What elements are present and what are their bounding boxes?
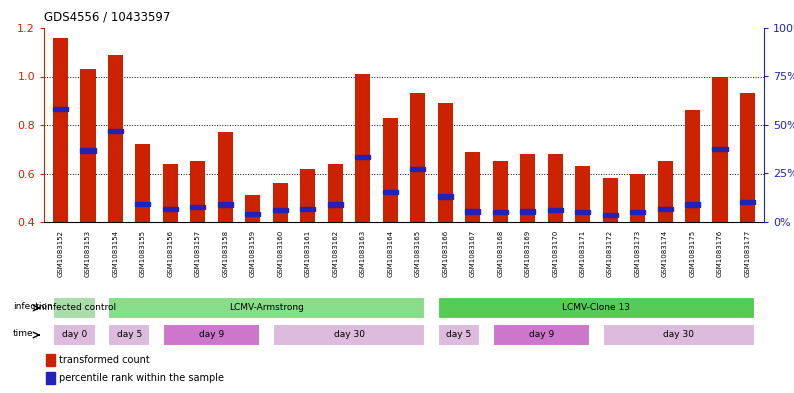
Bar bbox=[383, 190, 398, 194]
Bar bbox=[437, 297, 755, 319]
Bar bbox=[45, 354, 56, 366]
Bar bbox=[437, 195, 453, 199]
Bar bbox=[273, 208, 288, 213]
Bar bbox=[53, 38, 68, 222]
Text: day 5: day 5 bbox=[117, 330, 142, 339]
Bar bbox=[218, 132, 233, 222]
Bar bbox=[53, 107, 68, 111]
Bar bbox=[712, 77, 727, 222]
Text: LCMV-Clone 13: LCMV-Clone 13 bbox=[562, 303, 630, 312]
Text: uninfected control: uninfected control bbox=[33, 303, 116, 312]
Bar bbox=[685, 202, 700, 207]
Bar bbox=[520, 154, 535, 222]
Text: transformed count: transformed count bbox=[59, 355, 149, 365]
Bar bbox=[80, 148, 95, 152]
Bar bbox=[191, 205, 206, 209]
Text: day 5: day 5 bbox=[446, 330, 472, 339]
Bar bbox=[575, 210, 590, 215]
Bar bbox=[740, 94, 755, 222]
Bar bbox=[410, 94, 426, 222]
Text: infection: infection bbox=[13, 302, 53, 311]
Text: day 30: day 30 bbox=[333, 330, 364, 339]
Bar bbox=[437, 103, 453, 222]
Bar bbox=[163, 207, 178, 211]
Bar bbox=[108, 129, 123, 133]
Text: day 9: day 9 bbox=[529, 330, 554, 339]
Bar bbox=[465, 209, 480, 214]
Bar bbox=[355, 74, 370, 222]
Bar bbox=[492, 162, 507, 222]
Bar bbox=[685, 110, 700, 222]
Bar bbox=[163, 164, 178, 222]
Bar bbox=[53, 297, 95, 319]
Bar bbox=[603, 213, 618, 217]
Bar bbox=[492, 324, 590, 346]
Bar bbox=[163, 324, 260, 346]
Bar bbox=[135, 202, 151, 206]
Bar bbox=[630, 173, 646, 222]
Bar bbox=[300, 207, 315, 211]
Bar bbox=[191, 162, 206, 222]
Bar bbox=[410, 167, 426, 171]
Bar bbox=[712, 147, 727, 151]
Bar bbox=[548, 208, 563, 213]
Bar bbox=[218, 202, 233, 207]
Bar bbox=[657, 162, 673, 222]
Bar bbox=[300, 169, 315, 222]
Bar bbox=[273, 183, 288, 222]
Bar bbox=[328, 164, 343, 222]
Bar bbox=[53, 324, 95, 346]
Text: day 0: day 0 bbox=[62, 330, 87, 339]
Bar bbox=[465, 152, 480, 222]
Bar bbox=[80, 69, 95, 222]
Bar bbox=[437, 324, 480, 346]
Text: time: time bbox=[13, 329, 34, 338]
Bar bbox=[603, 178, 618, 222]
Bar bbox=[548, 154, 563, 222]
Bar bbox=[328, 202, 343, 207]
Bar bbox=[355, 155, 370, 159]
Bar bbox=[245, 212, 260, 217]
Text: day 30: day 30 bbox=[663, 330, 694, 339]
Bar bbox=[108, 324, 151, 346]
Text: GDS4556 / 10433597: GDS4556 / 10433597 bbox=[44, 11, 171, 24]
Bar bbox=[108, 55, 123, 222]
Bar bbox=[657, 207, 673, 211]
Text: LCMV-Armstrong: LCMV-Armstrong bbox=[229, 303, 304, 312]
Bar bbox=[520, 209, 535, 214]
Bar bbox=[108, 297, 426, 319]
Bar bbox=[575, 166, 590, 222]
Bar bbox=[740, 200, 755, 204]
Bar bbox=[273, 324, 426, 346]
Bar bbox=[630, 210, 646, 215]
Bar bbox=[603, 324, 755, 346]
Text: percentile rank within the sample: percentile rank within the sample bbox=[59, 373, 224, 383]
Bar bbox=[492, 210, 507, 215]
Bar bbox=[383, 118, 398, 222]
Text: day 9: day 9 bbox=[199, 330, 224, 339]
Bar bbox=[45, 372, 56, 384]
Bar bbox=[135, 144, 151, 222]
Bar bbox=[245, 195, 260, 222]
